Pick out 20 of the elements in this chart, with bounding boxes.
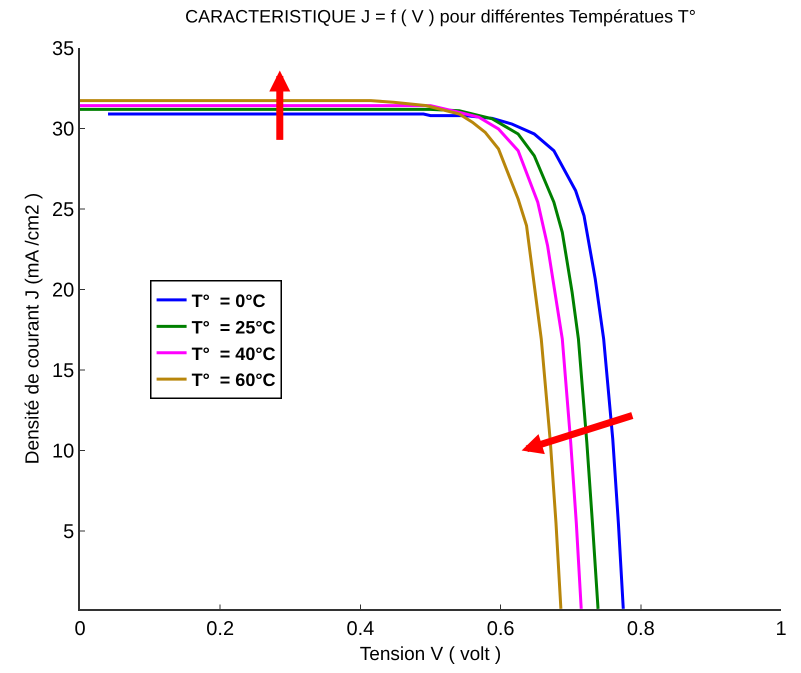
y-tick-label: 30 [52, 118, 74, 140]
y-tick-label: 5 [63, 520, 74, 543]
y-tick-label: 15 [52, 360, 74, 382]
y-tick-label: 25 [52, 198, 74, 221]
x-tick-label: 1 [775, 618, 787, 640]
legend-label: T° = 0°C [192, 290, 266, 311]
y-tick-label: 10 [52, 440, 74, 462]
x-tick-label: 0.2 [206, 618, 234, 640]
legend-label: T° = 60°C [192, 370, 276, 390]
y-tick-label: 20 [52, 279, 74, 302]
x-tick-label: 0.4 [346, 618, 374, 640]
x-tick-label: 0 [74, 618, 86, 640]
x-tick-label: 0.8 [626, 618, 655, 640]
x-tick-label: 0.6 [486, 618, 515, 640]
legend-label: T° = 25°C [192, 317, 276, 338]
chart-title: CARACTERISTIQUE J = f ( V ) pour différentes Températues T° [185, 6, 696, 27]
y-axis-title: Densité de courant J (mA /cm2 ) [22, 192, 44, 464]
y-tick-label: 35 [52, 38, 74, 60]
legend-label: T° = 40°C [192, 344, 276, 364]
x-axis-title: Tension V ( volt ) [360, 644, 502, 666]
